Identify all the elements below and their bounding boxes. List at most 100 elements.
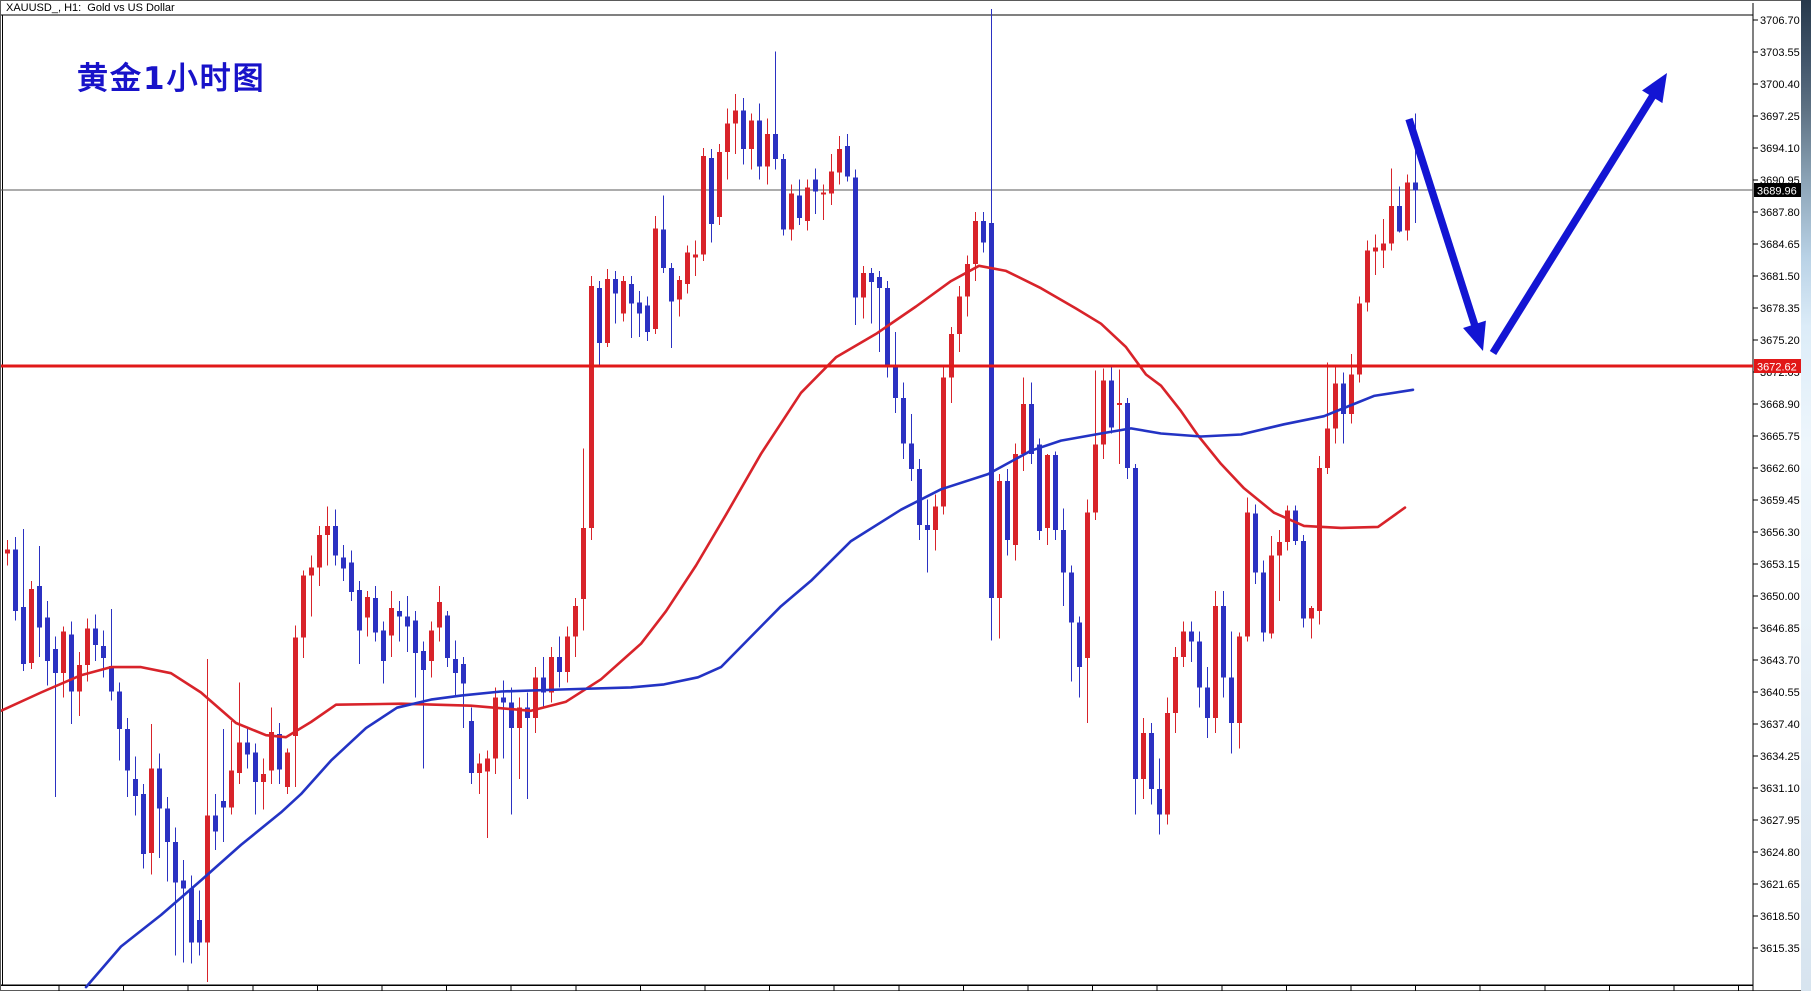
- price-axis-label: 3703.55: [1760, 47, 1800, 59]
- ma-fast-red[interactable]: [1, 264, 1407, 739]
- candle: [1285, 505, 1290, 551]
- price-axis-label: 3662.60: [1760, 463, 1800, 475]
- candle: [1077, 616, 1082, 698]
- time-scale[interactable]: [58, 985, 1740, 991]
- candle: [1125, 397, 1130, 480]
- price-scale[interactable]: 3706.703703.553700.403697.253694.103690.…: [1753, 15, 1800, 955]
- candle: [93, 614, 98, 662]
- trend-arrow-up[interactable]: [1489, 73, 1667, 355]
- candle: [437, 585, 442, 642]
- candle: [5, 540, 10, 566]
- candle: [109, 609, 114, 701]
- price-axis-label: 3631.10: [1760, 783, 1800, 795]
- candle: [37, 546, 42, 657]
- candle: [1405, 174, 1410, 241]
- candle: [173, 827, 178, 956]
- candle: [1037, 438, 1042, 541]
- price-axis-label: 3668.90: [1760, 399, 1800, 411]
- candle: [1269, 536, 1274, 639]
- candle: [517, 697, 522, 779]
- candle: [357, 580, 362, 665]
- candle: [1229, 631, 1234, 754]
- candle: [1005, 469, 1010, 556]
- candle: [853, 169, 858, 325]
- trend-arrow-down[interactable]: [1405, 117, 1486, 351]
- price-axis-label: 3675.20: [1760, 335, 1800, 347]
- candle: [69, 621, 74, 724]
- price-axis-label: 3678.35: [1760, 303, 1800, 315]
- candle: [605, 268, 610, 348]
- chart-symbol-title: XAUUSD_, H1: Gold vs US Dollar: [6, 2, 175, 14]
- candlestick-series: [5, 8, 1418, 983]
- plot-border: [1, 3, 1754, 991]
- price-axis-label: 3627.95: [1760, 815, 1800, 827]
- candle: [693, 240, 698, 276]
- candle: [1181, 621, 1186, 668]
- candle: [933, 494, 938, 551]
- candle: [125, 717, 130, 798]
- candle: [21, 528, 26, 672]
- candle: [149, 724, 154, 875]
- candle: [429, 621, 434, 678]
- candle: [213, 794, 218, 850]
- price-axis-label: 3637.40: [1760, 719, 1800, 731]
- candle: [597, 281, 602, 365]
- candle: [533, 667, 538, 734]
- hline-price-badge-value: 3672.62: [1757, 362, 1797, 374]
- candle: [1013, 443, 1018, 561]
- candle: [1333, 364, 1338, 444]
- candle: [661, 195, 666, 273]
- candle: [877, 270, 882, 353]
- ma-slow-blue[interactable]: [84, 388, 1415, 989]
- price-axis-label: 3659.45: [1760, 495, 1800, 507]
- candle: [1109, 366, 1114, 434]
- candle: [845, 133, 850, 182]
- candle: [277, 722, 282, 784]
- candle: [381, 621, 386, 684]
- candle: [1373, 234, 1378, 275]
- candle: [677, 276, 682, 317]
- candle: [565, 626, 570, 683]
- candle: [973, 212, 978, 282]
- price-axis-label: 3634.25: [1760, 751, 1800, 763]
- candle: [469, 707, 474, 784]
- candle: [901, 382, 906, 459]
- candle: [29, 580, 34, 670]
- chart-annotation-text[interactable]: 黄金1小时图: [77, 61, 266, 97]
- candle: [13, 537, 18, 621]
- candle: [669, 262, 674, 349]
- candle: [373, 585, 378, 642]
- candle: [397, 601, 402, 642]
- candle: [909, 414, 914, 482]
- candle: [1237, 632, 1242, 749]
- candle: [557, 636, 562, 688]
- candle: [629, 276, 634, 338]
- candle: [413, 611, 418, 698]
- candle: [885, 281, 890, 378]
- candle: [1173, 646, 1178, 734]
- candle: [253, 743, 258, 815]
- price-axis-label: 3643.70: [1760, 655, 1800, 667]
- candle: [133, 756, 138, 816]
- candle: [1189, 621, 1194, 663]
- candle: [1157, 758, 1162, 835]
- candle: [1085, 499, 1090, 723]
- candle: [997, 474, 1002, 639]
- price-axis-label: 3665.75: [1760, 431, 1800, 443]
- candle: [317, 525, 322, 586]
- candle: [573, 598, 578, 657]
- candle: [1293, 505, 1298, 546]
- candle: [621, 276, 626, 322]
- candle: [1093, 370, 1098, 520]
- candle: [501, 680, 506, 759]
- candle: [1325, 362, 1330, 475]
- candle: [789, 184, 794, 241]
- candle: [1141, 717, 1146, 800]
- candle: [333, 509, 338, 566]
- candle: [1205, 667, 1210, 739]
- candle: [301, 570, 306, 658]
- candle: [589, 276, 594, 541]
- candle: [293, 625, 298, 787]
